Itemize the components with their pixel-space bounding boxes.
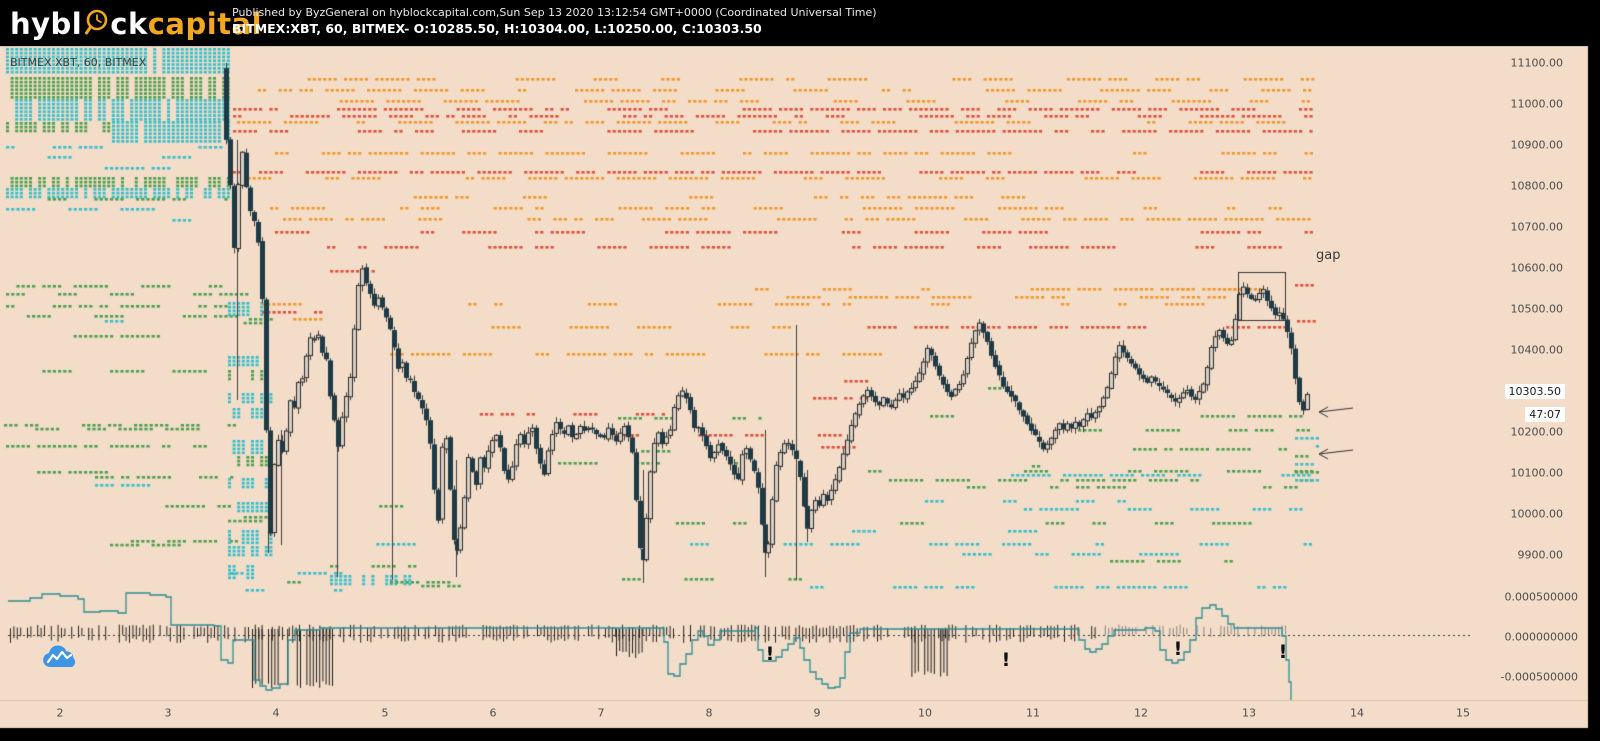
clock-magnifier-icon — [82, 5, 110, 44]
hyblock-cloud-icon — [40, 643, 80, 675]
hyblock-capital-logo: hybl ck capital — [10, 4, 262, 44]
symbol-ohlc-line: BITMEX:XBT, 60, BITMEX- O:10285.50, H:10… — [232, 21, 762, 36]
logo-text-3: capital — [147, 7, 263, 41]
last-price-badge: 10303.50 — [1504, 384, 1565, 399]
logo-text-2: ck — [110, 7, 148, 41]
gap-annotation-label: gap — [1316, 248, 1341, 263]
header-bar: hybl ck capital Published by ByzGeneral … — [0, 0, 1600, 46]
logo-text-1: hybl — [10, 7, 83, 41]
published-by-line: Published by ByzGeneral on hyblockcapita… — [232, 6, 877, 19]
chart-symbol-watermark: BITMEX XBT, 60, BITMEX — [10, 56, 147, 69]
bar-countdown-badge: 47:07 — [1525, 407, 1565, 422]
